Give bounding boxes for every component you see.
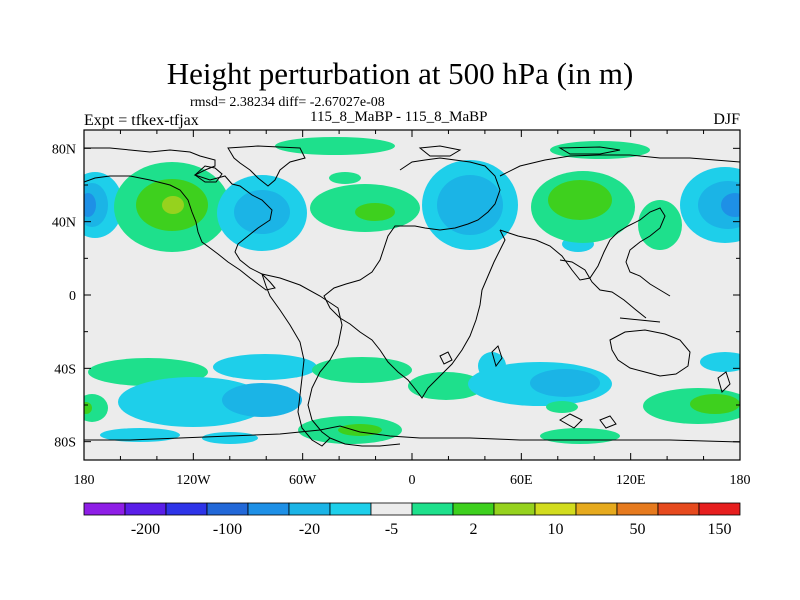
case-line: 115_8_MaBP - 115_8_MaBP bbox=[310, 109, 488, 125]
y-tick-label: 80S bbox=[54, 436, 76, 451]
colorbar-swatch bbox=[575, 502, 618, 516]
colorbar-swatch bbox=[247, 502, 290, 516]
plot-title: Height perturbation at 500 hPa (in m) bbox=[166, 56, 634, 91]
colorbar-label: 50 bbox=[630, 521, 646, 538]
map-panel bbox=[84, 130, 740, 460]
colorbar-swatch bbox=[288, 502, 331, 516]
colorbar-swatch bbox=[698, 502, 741, 516]
x-axis-labels: 180 120W 60W 0 60E 120E 180 bbox=[74, 473, 751, 488]
colorbar-label: 150 bbox=[708, 521, 732, 538]
y-tick-label: 0 bbox=[69, 289, 76, 304]
y-tick-label: 40S bbox=[54, 362, 76, 377]
season-label: DJF bbox=[713, 111, 740, 128]
x-tick-label: 120W bbox=[176, 473, 211, 488]
colorbar-swatch bbox=[616, 502, 659, 516]
colorbar-label: -20 bbox=[299, 521, 320, 538]
colorbar-swatch bbox=[124, 502, 167, 516]
x-tick-label: 0 bbox=[409, 473, 416, 488]
colorbar-swatch bbox=[534, 502, 577, 516]
axis-ticks bbox=[83, 130, 741, 460]
colorbar-swatch bbox=[452, 502, 495, 516]
colorbar-swatch bbox=[83, 502, 126, 516]
y-tick-label: 40N bbox=[52, 216, 76, 231]
stats-line: rmsd= 2.38234 diff= -2.67027e-08 bbox=[190, 95, 385, 110]
x-tick-label: 180 bbox=[730, 473, 751, 488]
x-tick-label: 180 bbox=[74, 473, 95, 488]
colorbar-swatch bbox=[370, 502, 413, 516]
coastlines bbox=[84, 145, 740, 447]
x-tick-label: 120E bbox=[616, 473, 646, 488]
colorbar-swatch bbox=[411, 502, 454, 516]
colorbar-labels: -200 -100 -20 -5 2 10 50 150 bbox=[131, 521, 732, 538]
colorbar-label: -100 bbox=[213, 521, 242, 538]
colorbar-label: 10 bbox=[548, 521, 564, 538]
colorbar-swatch bbox=[329, 502, 372, 516]
y-axis-labels: 80N 40N 0 40S 80S bbox=[52, 142, 76, 450]
colorbar-swatch bbox=[493, 502, 536, 516]
colorbar-swatch bbox=[165, 502, 208, 516]
x-tick-label: 60E bbox=[510, 473, 533, 488]
anomaly-contours-south bbox=[84, 352, 740, 444]
x-tick-label: 60W bbox=[289, 473, 317, 488]
colorbar-label: -5 bbox=[385, 521, 398, 538]
colorbar-label: -200 bbox=[131, 521, 160, 538]
colorbar-label: 2 bbox=[470, 521, 478, 538]
y-tick-label: 80N bbox=[52, 142, 76, 157]
colorbar bbox=[83, 502, 741, 516]
colorbar-swatch bbox=[657, 502, 700, 516]
anomaly-contours-north bbox=[84, 137, 740, 252]
experiment-label: Expt = tfkex-tfjax bbox=[84, 112, 199, 129]
colorbar-swatch bbox=[206, 502, 249, 516]
